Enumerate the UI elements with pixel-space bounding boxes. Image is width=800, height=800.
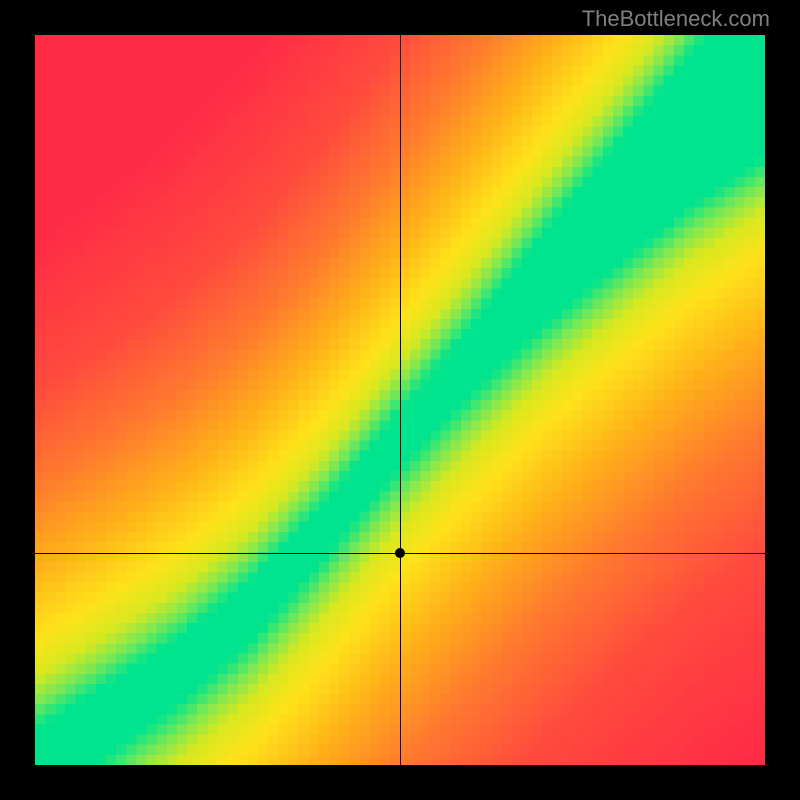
crosshair-vertical	[400, 35, 401, 765]
watermark-text: TheBottleneck.com	[582, 6, 770, 32]
heatmap-plot	[35, 35, 765, 765]
crosshair-marker	[395, 548, 405, 558]
